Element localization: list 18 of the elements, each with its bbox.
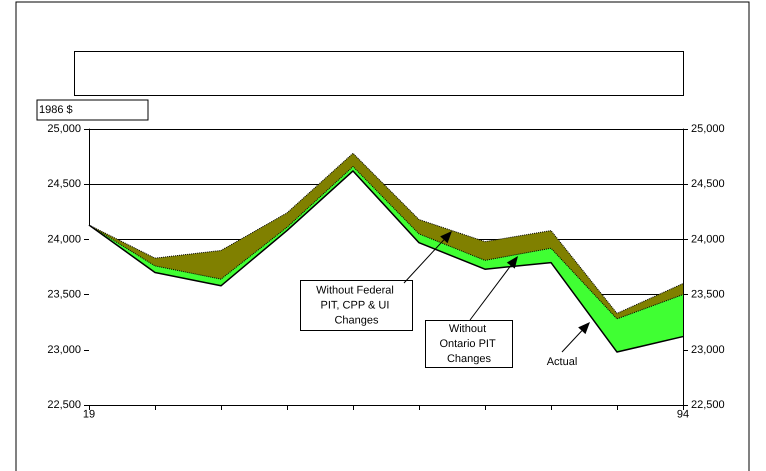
y2-tick-label: 23,500 bbox=[691, 288, 725, 301]
y2-tick-label: 24,500 bbox=[691, 178, 725, 190]
y-tick-label: 22,500 bbox=[47, 399, 81, 411]
y-tick-label: 25,000 bbox=[47, 123, 81, 135]
y-tick-label: 23,000 bbox=[47, 344, 81, 356]
series-label: Without Ontario PIT Changes bbox=[439, 323, 499, 365]
y2-tick-label: 22,500 bbox=[691, 399, 725, 411]
legend-label: Actual bbox=[546, 356, 578, 368]
x-tick-label: 19 bbox=[82, 408, 96, 420]
y-axis-title: 1986 $ bbox=[39, 104, 73, 116]
y-tick-label: 24,000 bbox=[47, 233, 81, 246]
x-tick-label: 94 bbox=[676, 408, 690, 420]
y2-tick-label: 25,000 bbox=[691, 123, 725, 135]
series-label: Without Federal PIT, CPP & UI Changes bbox=[316, 284, 397, 326]
y2-tick-label: 24,000 bbox=[691, 233, 725, 246]
y2-tick-label: 23,000 bbox=[691, 344, 725, 356]
y-tick-label: 24,500 bbox=[47, 178, 81, 190]
y-tick-label: 23,500 bbox=[47, 288, 81, 301]
